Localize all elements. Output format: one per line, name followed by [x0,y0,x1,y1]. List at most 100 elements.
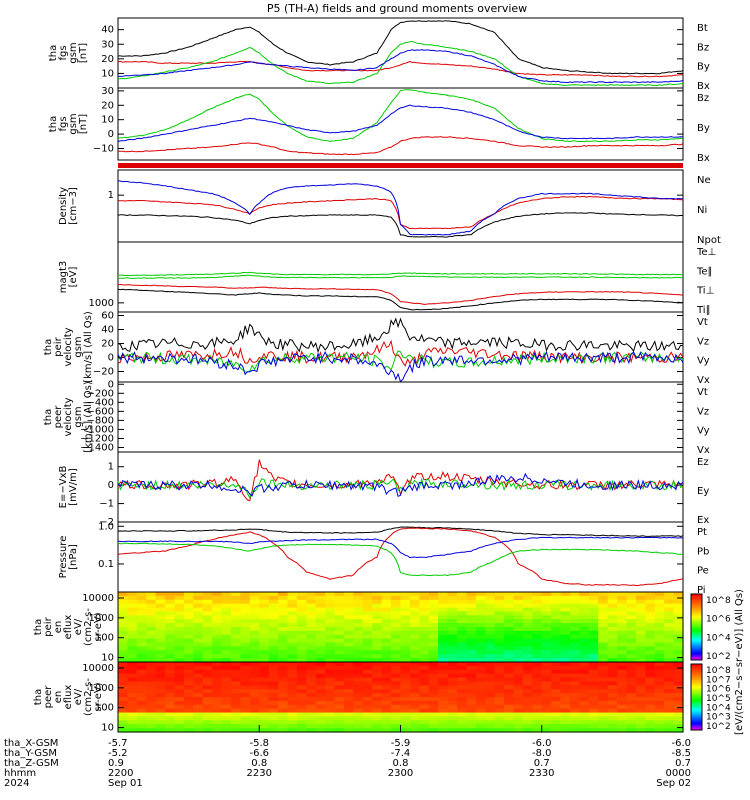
spectrogram-cell [259,634,270,640]
spectrogram-cell [664,681,675,686]
spectrogram-cell [362,662,373,667]
spectrogram-cell [221,681,232,686]
series-line-efield-1 [117,477,684,500]
spectrogram-cell [325,681,336,686]
spectrogram-cell [344,592,355,597]
spectrogram-cell [532,634,543,640]
spectrogram-cell [541,627,552,632]
y-tick-label: −600 [87,406,114,417]
spectrogram-cell [193,607,204,613]
spectrogram-cell [409,662,420,667]
spectrogram-cell [334,592,345,597]
y-axis-label-line: tha [43,339,54,355]
spectrogram-cell [259,638,270,644]
spectrogram-cell [325,728,336,733]
spectrogram-cell [296,623,307,628]
spectrogram-cell [588,662,599,667]
spectrogram-cell [278,642,289,648]
spectrogram-cell [259,642,270,648]
spectrogram-cell [485,704,496,710]
spectrogram-cell [494,712,505,718]
spectrogram-cell [127,650,138,655]
spectrogram-cell [617,681,628,686]
spectrogram-cell [362,650,373,655]
spectrogram-cell [673,638,684,644]
spectrogram-cell [353,662,364,667]
spectrogram-cell [522,662,533,667]
spectrogram-cell [325,689,336,694]
spectrogram-cell [579,673,590,679]
spectrogram-cell [579,615,590,620]
panel-frame [117,311,684,383]
spectrogram-cell [221,646,232,651]
spectrogram-cell [136,654,147,659]
spectrogram-cell [664,615,675,620]
spectrogram-cell [551,728,562,733]
spectrogram-cell [579,592,590,597]
spectrogram-cell [278,595,289,601]
colorbar-tick-label: 10^5 [706,694,731,704]
spectrogram-cell [231,673,242,679]
spectrogram-cell [428,689,439,694]
spectrogram-cell [466,599,477,605]
spectrogram-cell [522,685,533,690]
spectrogram-cell [673,716,684,721]
spectrogram-cell [146,685,157,690]
spectrogram-cell [551,615,562,620]
spectrogram-cell [278,615,289,620]
spectrogram-cell [598,603,609,609]
spectrogram-cell [146,708,157,714]
spectrogram-cell [306,619,317,624]
spectrogram-cell [551,650,562,655]
spectrogram-cell [193,712,204,718]
spectrogram-cell [485,693,496,698]
spectrogram-cell [240,646,251,651]
spectrogram-cell [485,630,496,636]
spectrogram-cell [579,693,590,698]
spectrogram-cell [136,681,147,686]
spectrogram-cell [146,728,157,733]
spectrogram-cell [231,642,242,648]
spectrogram-cell [287,592,298,597]
spectrogram-cell [259,665,270,671]
spectrogram-cell [296,599,307,605]
spectrogram-cell [344,712,355,718]
spectrogram-cell [664,627,675,632]
spectrogram-cell [127,716,138,721]
spectrogram-cell [654,627,665,632]
spectrogram-cell [362,611,373,616]
spectrogram-cell [165,627,176,632]
spectrogram-cell [570,654,581,659]
spectrogram-cell [532,681,543,686]
spectrogram-cell [494,603,505,609]
spectrogram-cell [391,607,402,613]
spectrogram-cell [212,654,223,659]
spectrogram-cell [127,599,138,605]
spectrogram-cell [174,673,185,679]
spectrogram-cell [635,603,646,609]
spectrogram-cell [579,599,590,605]
spectrogram-cell [259,712,270,718]
spectrogram-cell [551,646,562,651]
spectrogram-cell [362,665,373,671]
spectrogram-cell [409,669,420,675]
spectrogram-cell [212,627,223,632]
spectrogram-cell [419,603,430,609]
spectrogram-cell [155,654,166,659]
spectrogram-cell [617,619,628,624]
spectrogram-cell [504,700,515,706]
spectrogram-cell [193,630,204,636]
y-tick-label: 0 [108,480,114,491]
spectrogram-cell [146,673,157,679]
y-tick-label: −200 [87,388,114,399]
spectrogram-cell [202,677,213,683]
spectrogram-cell [428,607,439,613]
spectrogram-cell [165,646,176,651]
spectrogram-cell [306,677,317,683]
spectrogram-cell [259,662,270,667]
spectrogram-cell [447,650,458,655]
spectrogram-cell [607,700,618,706]
spectrogram-cell [598,595,609,601]
spectrogram-cell [673,673,684,679]
spectrogram-cell [259,689,270,694]
